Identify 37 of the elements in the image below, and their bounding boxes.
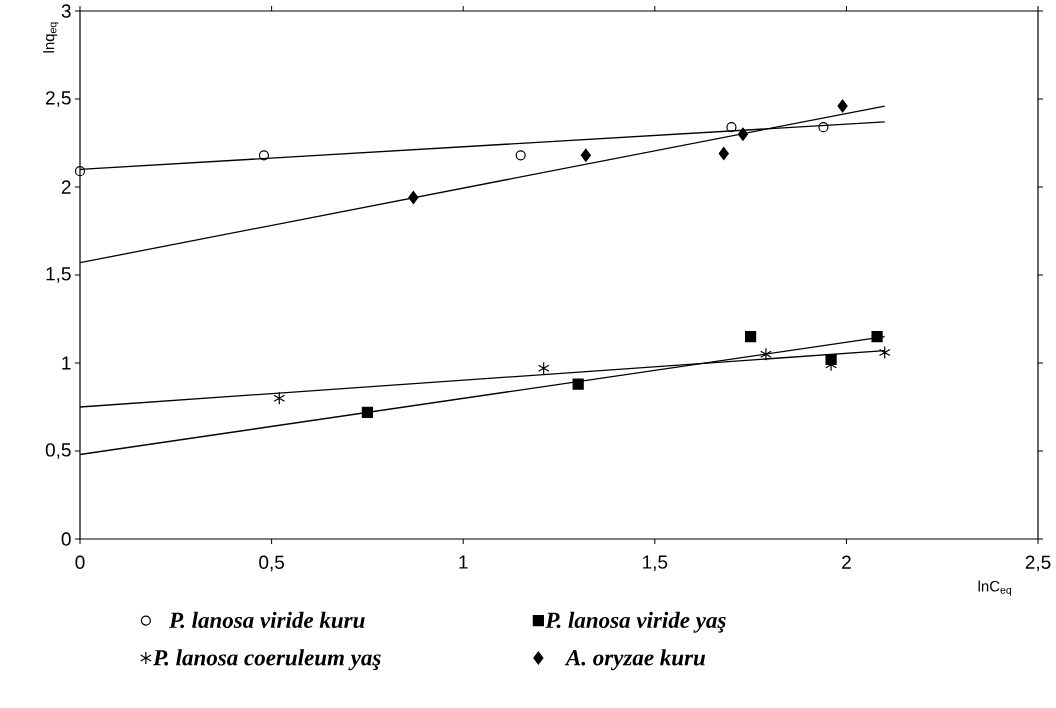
point	[760, 347, 772, 361]
x-axis-title: lnC$_{eq}$	[978, 580, 1012, 596]
point	[408, 190, 419, 205]
point	[818, 122, 829, 133]
point	[580, 148, 591, 162]
legend-label: P. lanosa viride kuru	[168, 611, 365, 629]
x-tick-label: 1	[459, 555, 468, 569]
legend-label: A. oryzae kuru	[564, 649, 706, 671]
y-axis-title: lnq$_{eq}$	[43, 22, 59, 53]
legend-label: P. lanosa coeruleum yaş	[153, 649, 381, 671]
point	[871, 331, 883, 343]
x-tick-label: 0	[75, 555, 85, 569]
x-tick-label: 2,5	[1025, 555, 1051, 572]
y-tick-label: 2	[61, 180, 71, 194]
point	[515, 150, 526, 161]
x-tick-label: 2	[842, 555, 851, 569]
point	[878, 345, 891, 360]
y-tick-label: 3	[61, 4, 71, 18]
point	[537, 361, 550, 375]
y-tick-label: 1	[62, 356, 71, 370]
point	[258, 150, 270, 161]
point	[572, 378, 584, 390]
y-tick-label: 2,5	[46, 91, 71, 107]
point	[745, 331, 757, 343]
point	[718, 146, 729, 161]
x-tick-label: 1,5	[643, 555, 668, 572]
x-tick-label: 0,5	[259, 555, 285, 572]
point	[837, 99, 848, 113]
point	[726, 122, 737, 133]
point	[737, 127, 749, 141]
y-tick-label: 0	[61, 532, 71, 546]
point	[273, 391, 286, 405]
y-tick-label: 0,5	[45, 443, 71, 459]
y-tick-label: 1,5	[46, 267, 71, 283]
legend-label: P. lanosa viride yaş	[545, 611, 726, 633]
point	[74, 166, 86, 177]
point	[361, 406, 373, 418]
